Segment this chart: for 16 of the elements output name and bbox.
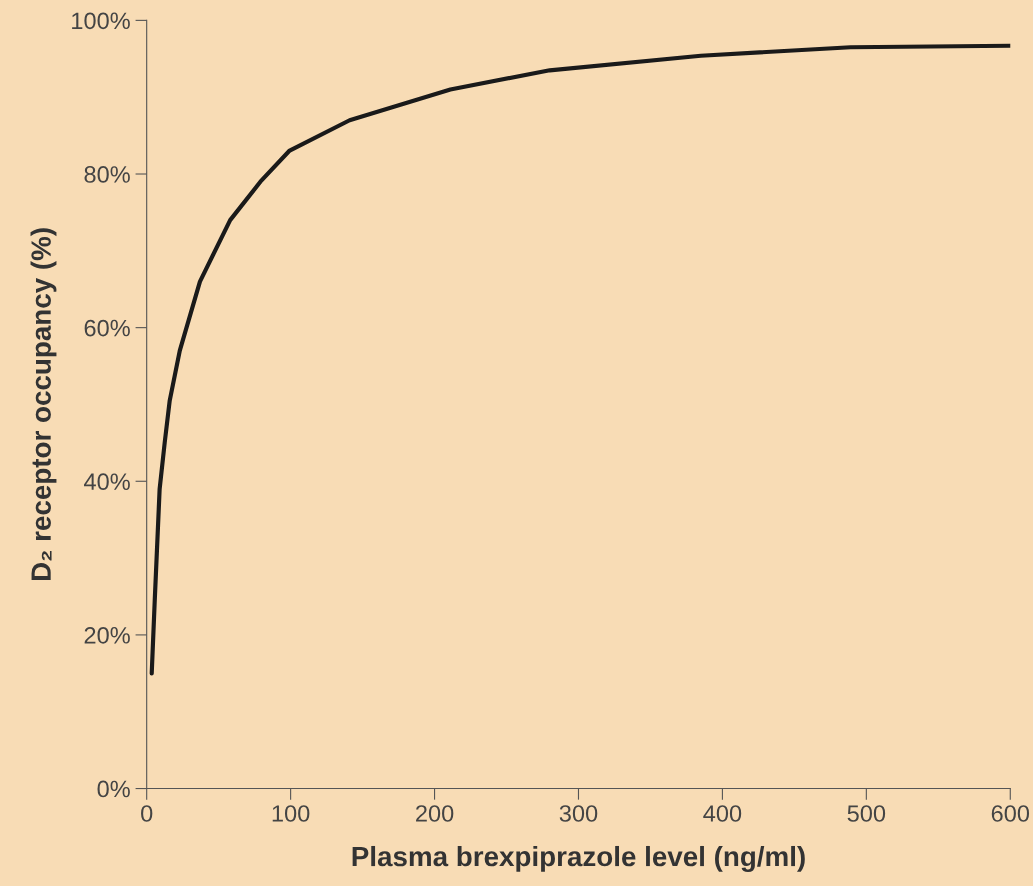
x-tick-label: 500: [847, 805, 886, 822]
y-axis-title: D₂ receptor occupancy (%): [30, 228, 57, 581]
y-tick-label: 80%: [84, 166, 130, 183]
x-tick-label: 400: [703, 805, 742, 822]
x-tick-label: 600: [991, 805, 1030, 822]
y-tick-label: 0%: [97, 780, 130, 798]
x-tick-label: 200: [416, 805, 454, 822]
line-series: [149, 43, 1011, 676]
y-tick-label: 60%: [84, 319, 130, 337]
x-axis-title: Plasma brexpiprazole level (ng/ml): [352, 845, 805, 872]
y-tick-label: 40%: [84, 473, 130, 491]
x-tick-label: 0: [141, 805, 153, 822]
y-tick-label: 20%: [84, 626, 130, 644]
y-tick-label: 100%: [72, 12, 130, 30]
x-tick-label: 300: [559, 805, 598, 822]
x-tick-label: 100: [272, 805, 310, 822]
